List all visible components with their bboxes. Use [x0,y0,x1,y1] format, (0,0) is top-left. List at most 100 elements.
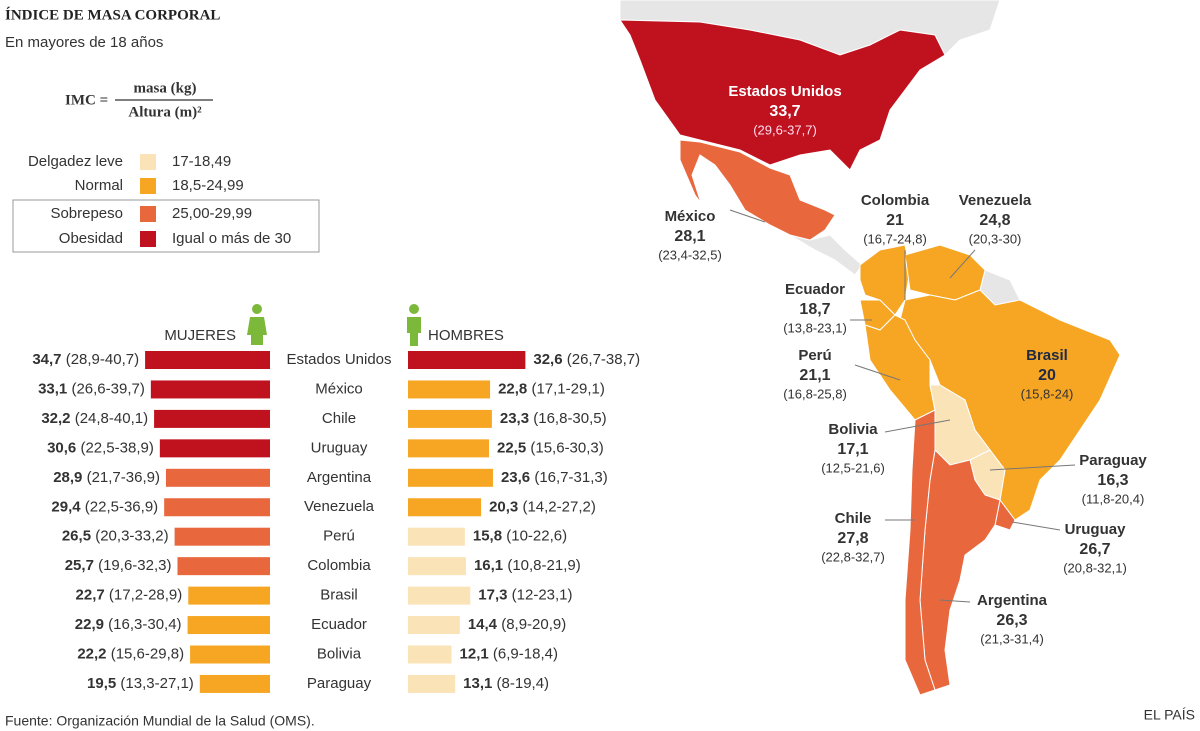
country-range: (11,8-20,4) [1082,491,1145,506]
legend-label: Obesidad [59,230,123,247]
range-label: (16,8-30,5) [533,410,606,427]
range-label: (22,5-36,9) [85,498,158,515]
value-label: 16,1 [474,557,503,574]
category-label: Estados Unidos [286,351,391,368]
bar-label: 32,2 (24,8-40,1) [41,410,148,427]
country-name: Colombia [861,192,930,209]
legend-range: Igual o más de 30 [172,230,291,247]
range-label: (26,6-39,7) [71,380,144,397]
leader-line [1011,521,1061,531]
bar [408,439,489,458]
value-label: 29,4 [51,498,81,515]
country-value: 21,1 [799,367,830,384]
country-name: Venezuela [959,192,1032,209]
central-america [789,234,863,276]
usa [619,19,946,171]
value-label: 19,5 [87,675,116,692]
leader-line [939,599,971,603]
range-label: (16,3-30,4) [108,616,181,633]
leader-line [729,209,766,223]
category-label: Colombia [307,557,371,574]
country-name: México [665,208,716,225]
range-label: (17,1-29,1) [531,380,604,397]
title: ÍNDICE DE MASA CORPORAL [5,6,220,23]
value-label: 30,6 [47,439,76,456]
bar-label: 22,9 (16,3-30,4) [75,616,182,633]
bar [408,557,466,576]
country-value: 20 [1038,367,1056,384]
country-value: 16,3 [1097,472,1128,489]
legend-label: Normal [75,177,123,194]
country-name: Argentina [977,592,1048,609]
bar-label: 29,4 (22,5-36,9) [51,498,158,515]
value-label: 23,6 [501,469,530,486]
bar-label: 28,9 (21,7-36,9) [53,469,160,486]
category-label: Bolivia [317,645,362,662]
bar [199,674,270,693]
country-name: Chile [835,510,872,527]
value-label: 34,7 [32,351,61,368]
range-label: (10,8-21,9) [507,557,580,574]
value-label: 17,3 [478,587,507,604]
bar-label: 22,7 (17,2-28,9) [76,587,183,604]
bar-label: 16,1 (10,8-21,9) [474,557,581,574]
formula-denominator: Altura (m)² [128,104,202,120]
formula-left: IMC = [65,92,108,108]
country-range: (16,8-25,8) [783,386,847,401]
legend: Delgadez leve 17-18,49 Normal 18,5-24,99 Sob… [28,153,291,247]
brand: EL PAÍS [1144,707,1195,723]
country-range: (22,8-32,7) [821,549,885,564]
bar-label: 33,1 (26,6-39,7) [38,380,145,397]
male-icon [407,304,421,346]
country-name: Perú [798,347,831,364]
legend-swatch [140,231,156,247]
category-label: Ecuador [311,616,367,633]
bar [408,586,471,605]
country-value: 28,1 [674,228,705,245]
country-range: (13,8-23,1) [783,320,847,335]
bar-label: 13,1 (8-19,4) [463,675,549,692]
leader-line [949,249,976,279]
bar [150,380,270,399]
bar-label: 22,5 (15,6-30,3) [497,439,604,456]
country-name: Uruguay [1065,521,1127,538]
range-label: (16,7-31,3) [534,469,607,486]
range-label: (19,6-32,3) [98,557,171,574]
bar-label: 32,6 (26,7-38,7) [533,351,640,368]
value-label: 33,1 [38,380,67,397]
map [619,0,1121,696]
mexico [679,139,836,241]
bar [408,380,491,399]
legend-range: 25,00-29,99 [172,205,252,222]
range-label: (15,6-30,3) [530,439,603,456]
category-label: Argentina [307,469,372,486]
series-name: HOMBRES [428,327,504,344]
range-label: (15,6-29,8) [111,645,184,662]
category-label: Paraguay [307,675,372,692]
bar [408,527,465,546]
range-label: (10-22,6) [506,528,567,545]
female-icon [247,304,267,345]
country-value: 26,3 [996,612,1027,629]
category-label: Perú [323,528,355,545]
country-name: Brasil [1026,347,1068,364]
bar [408,468,493,487]
range-label: (8,9-20,9) [501,616,566,633]
country-value: 17,1 [837,441,868,458]
bar [165,468,270,487]
value-label: 22,5 [497,439,526,456]
bar [177,557,270,576]
category-label: Uruguay [311,439,368,456]
bar [408,645,452,664]
bar-label: 14,4 (8,9-20,9) [468,616,566,633]
subtitle: En mayores de 18 años [5,34,163,51]
range-label: (8-19,4) [497,675,550,692]
bar [408,351,526,369]
value-label: 26,5 [62,528,91,545]
country-name: Ecuador [785,281,845,298]
bar [159,439,270,458]
leader-line [989,464,1076,471]
range-label: (12-23,1) [512,587,573,604]
value-label: 32,6 [533,351,562,368]
country-range: (15,8-24) [1021,386,1074,401]
